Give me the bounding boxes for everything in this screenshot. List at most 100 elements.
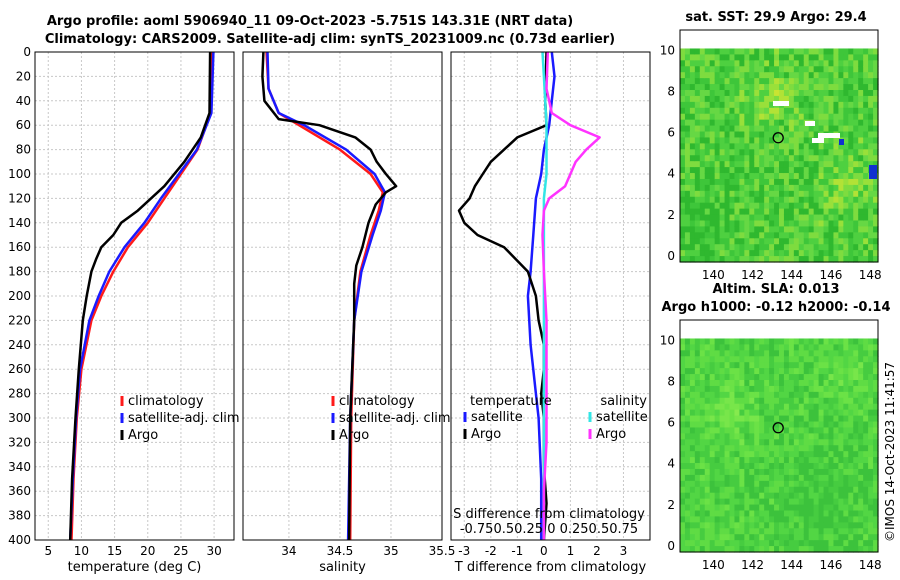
map-cell: [814, 451, 820, 458]
map-cell: [759, 96, 765, 103]
map-cell: [794, 185, 800, 192]
map-cell: [819, 534, 825, 541]
map-cell: [730, 392, 736, 399]
map-cell: [705, 422, 711, 429]
map-cell: [725, 374, 731, 381]
map-cell: [784, 220, 790, 227]
map-cell: [843, 78, 849, 85]
map-cell: [720, 84, 726, 91]
map-cell: [819, 78, 825, 85]
map-cell: [769, 499, 775, 506]
map-cell: [838, 350, 844, 357]
map-cell: [819, 386, 825, 393]
map-cell: [799, 475, 805, 482]
map-cell: [720, 215, 726, 222]
map-cell: [809, 362, 815, 369]
map-cell: [730, 350, 736, 357]
map-cell: [744, 499, 750, 506]
map-cell: [730, 338, 736, 345]
map-cell: [824, 505, 830, 512]
map-cell: [804, 137, 810, 144]
map-cell: [794, 226, 800, 233]
map-cell: [769, 368, 775, 375]
map-cell: [754, 238, 760, 245]
map-cell: [730, 463, 736, 470]
map-cell: [685, 96, 691, 103]
map-cell: [720, 410, 726, 417]
map-cell: [779, 344, 785, 351]
map-cell: [809, 516, 815, 523]
map-cell: [700, 457, 706, 464]
map-cell: [838, 445, 844, 452]
map-cell: [754, 203, 760, 210]
map-cell: [685, 493, 691, 500]
map-cell: [680, 374, 686, 381]
map-cell: [720, 143, 726, 150]
map-cell: [833, 392, 839, 399]
map-cell: [804, 96, 810, 103]
map-cell: [809, 149, 815, 156]
map-cell: [809, 226, 815, 233]
map-cell: [739, 445, 745, 452]
map-cell: [784, 481, 790, 488]
map-cell: [868, 108, 874, 115]
map-cell: [715, 433, 721, 440]
map-cell: [794, 481, 800, 488]
map-cell: [685, 410, 691, 417]
map-cell: [853, 433, 859, 440]
map-cell: [848, 232, 854, 239]
map-cell: [779, 197, 785, 204]
map-cell: [814, 66, 820, 73]
map-cell: [868, 179, 874, 186]
map-cell: [685, 84, 691, 91]
map-cell: [794, 132, 800, 139]
map-cell: [764, 422, 770, 429]
map-cell: [749, 84, 755, 91]
map-cell: [824, 215, 830, 222]
map-cell: [789, 126, 795, 133]
map-cell: [789, 72, 795, 79]
map-cell: [799, 185, 805, 192]
map-cell: [744, 374, 750, 381]
map-cell: [705, 132, 711, 139]
map-cell: [804, 534, 810, 541]
map-cell: [705, 534, 711, 541]
map-cell: [690, 510, 696, 517]
map-cell: [789, 451, 795, 458]
map-cell: [804, 66, 810, 73]
map-cell: [829, 54, 835, 61]
map-cell: [809, 475, 815, 482]
map-cell: [754, 516, 760, 523]
map-cell: [759, 143, 765, 150]
map-cell: [843, 244, 849, 251]
map-cell: [848, 427, 854, 434]
map-cell: [720, 60, 726, 67]
map-cell: [730, 244, 736, 251]
map-cell: [863, 416, 869, 423]
map-cell: [734, 60, 740, 67]
map-cell: [685, 445, 691, 452]
map-cell: [784, 137, 790, 144]
map-cell: [754, 244, 760, 251]
map-cell: [744, 410, 750, 417]
map-cell: [764, 72, 770, 79]
map-cell: [734, 522, 740, 529]
map-cell: [759, 422, 765, 429]
map-cell: [789, 114, 795, 121]
map-cell: [868, 215, 874, 222]
map-cell: [734, 84, 740, 91]
map-cell: [759, 238, 765, 245]
map-cell: [764, 108, 770, 115]
map-cell: [868, 386, 874, 393]
map-cell: [749, 220, 755, 227]
map-cell: [774, 338, 780, 345]
map-cell: [809, 469, 815, 476]
map-cell: [690, 232, 696, 239]
map-cell: [868, 499, 874, 506]
map-cell: [784, 209, 790, 216]
map-cell: [804, 232, 810, 239]
map-cell: [749, 433, 755, 440]
map-cell: [789, 161, 795, 168]
map-cell: [720, 226, 726, 233]
map-cell: [744, 244, 750, 251]
